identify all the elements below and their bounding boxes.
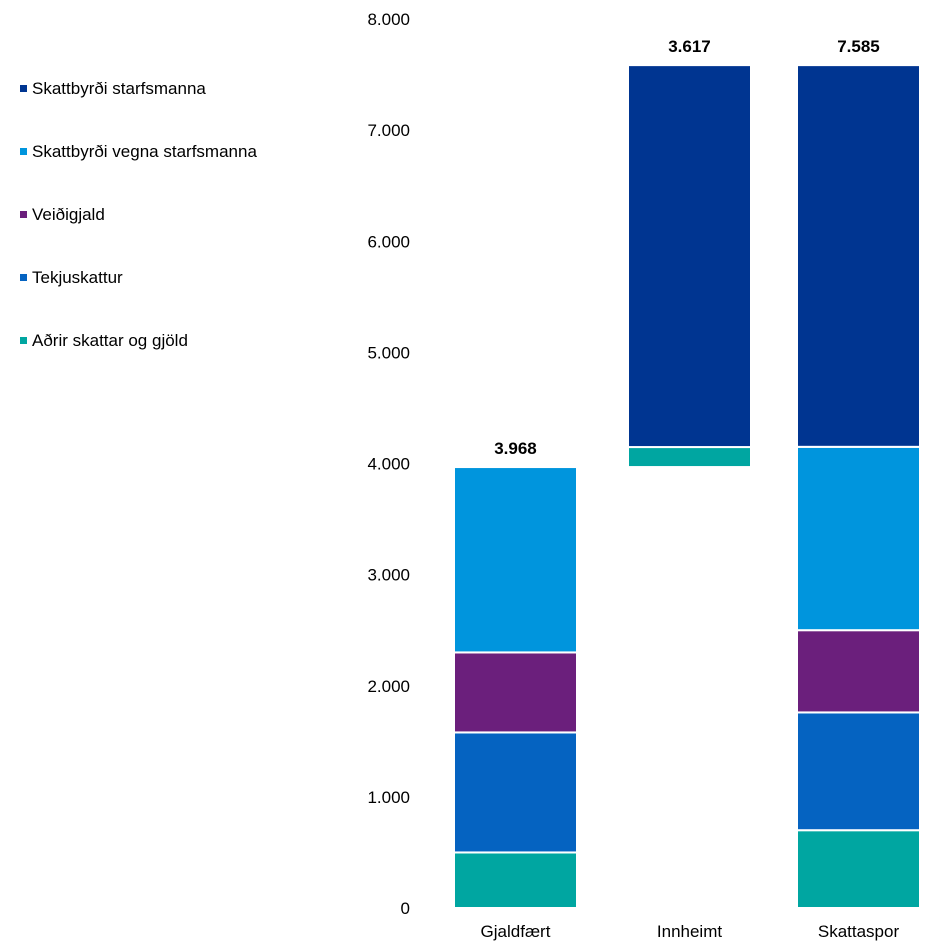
bar-total-label: 3.617 [668, 37, 711, 56]
legend-label: Tekjuskattur [32, 267, 123, 287]
bar-segment [453, 651, 578, 734]
legend-swatch [20, 274, 27, 281]
legend-label: Veiðigjald [32, 204, 105, 224]
legend-label: Skattbyrði starfsmanna [32, 78, 206, 98]
legend-swatch [20, 211, 27, 218]
legend-swatch [20, 337, 27, 344]
x-category-label: Innheimt [657, 922, 722, 941]
bar-segment [796, 829, 921, 910]
bar-segment [627, 64, 752, 449]
bar-segment [796, 629, 921, 714]
legend-item-skattbyrdi-vegna-starfsmanna: Skattbyrði vegna starfsmanna [20, 141, 340, 162]
x-category-label: Gjaldfært [481, 922, 551, 941]
legend-label: Aðrir skattar og gjöld [32, 330, 188, 350]
legend-item-tekjuskattur: Tekjuskattur [20, 267, 340, 288]
legend: Skattbyrði starfsmanna Skattbyrði vegna … [20, 78, 340, 393]
bar-segment [796, 64, 921, 448]
bar-segment [796, 711, 921, 832]
legend-item-skattbyrdi-starfsmanna: Skattbyrði starfsmanna [20, 78, 340, 99]
bar-segment [796, 445, 921, 632]
legend-swatch [20, 85, 27, 92]
bar-segment [453, 731, 578, 854]
y-tick-label: 3.000 [367, 566, 410, 585]
y-tick-label: 7.000 [367, 121, 410, 140]
legend-swatch [20, 148, 27, 155]
bar-segment [453, 466, 578, 654]
legend-item-veidigjald: Veiðigjald [20, 204, 340, 225]
bar-segment [627, 446, 752, 469]
y-tick-label: 8.000 [367, 10, 410, 29]
x-category-label: Skattaspor [818, 922, 900, 941]
y-tick-label: 6.000 [367, 232, 410, 251]
bar-total-label: 7.585 [837, 37, 880, 56]
legend-label: Skattbyrði vegna starfsmanna [32, 141, 257, 161]
y-tick-label: 5.000 [367, 343, 410, 362]
bar-total-label: 3.968 [494, 439, 537, 458]
bar-segment [453, 851, 578, 909]
y-tick-label: 1.000 [367, 788, 410, 807]
y-tick-label: 2.000 [367, 677, 410, 696]
y-tick-label: 0 [401, 899, 410, 918]
y-tick-label: 4.000 [367, 455, 410, 474]
legend-item-adrir-skattar: Aðrir skattar og gjöld [20, 330, 340, 351]
